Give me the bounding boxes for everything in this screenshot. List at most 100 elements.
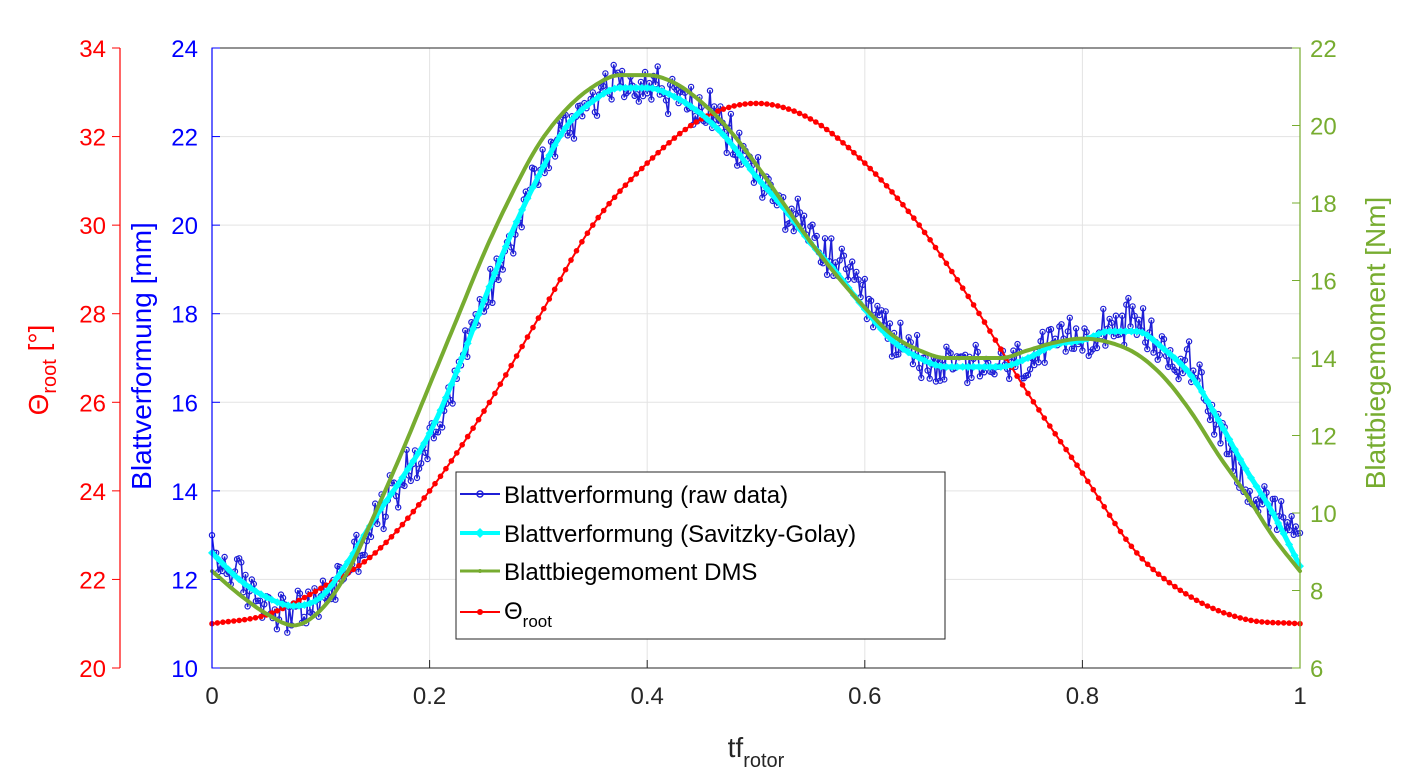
raw-data-point [654, 63, 661, 70]
theta-root-point [785, 106, 792, 112]
dms-point [324, 602, 328, 606]
dms-point [1200, 427, 1204, 431]
raw-data-point [974, 348, 982, 356]
raw-data-point [1026, 366, 1034, 373]
blattbiegemoment-tick-label: 16 [1310, 269, 1337, 296]
savitzky-golay-point [947, 362, 956, 371]
theta-root-point [938, 252, 944, 259]
savitzky-golay-point [572, 110, 581, 119]
dms-point [738, 141, 742, 145]
raw-data-point [608, 96, 615, 103]
dms-point [1265, 526, 1269, 530]
savitzky-golay-point [1236, 455, 1245, 464]
dms-point [1238, 484, 1242, 488]
theta-root-point [818, 122, 825, 129]
theta-root-point [682, 126, 689, 133]
savitzky-golay-point [539, 161, 548, 170]
theta-root-point [1237, 615, 1243, 621]
savitzky-golay-point [1187, 371, 1196, 380]
theta-root-point [872, 171, 879, 177]
savitzky-golay-point [1138, 328, 1147, 337]
raw-data-point [610, 61, 617, 69]
theta-root-point [318, 585, 324, 592]
dms-point [999, 356, 1003, 360]
theta-root-point [1090, 486, 1097, 493]
dms-point [819, 254, 823, 258]
theta-root-point [426, 488, 433, 494]
theta-root-point [1188, 594, 1194, 600]
dms-point [1162, 375, 1166, 379]
raw-data-point [639, 92, 647, 100]
dms-point [1211, 444, 1215, 449]
savitzky-golay-point [610, 84, 619, 93]
dms-point [879, 323, 883, 327]
dms-point [721, 121, 726, 125]
raw-data-point [895, 351, 902, 358]
theta-root-point [677, 130, 683, 137]
theta-root-point [655, 149, 661, 156]
theta-root-point [628, 176, 634, 183]
dms-point [1282, 549, 1286, 553]
raw-data-point [495, 276, 502, 284]
blattverformung-tick-label: 24 [171, 36, 198, 63]
dms-point [765, 177, 769, 182]
dms-point [618, 73, 622, 77]
theta-root-point [236, 617, 242, 624]
savitzky-golay-point [1029, 351, 1038, 360]
raw-data-point [600, 82, 607, 90]
theta-root-point [1177, 587, 1184, 594]
dms-point [373, 511, 377, 515]
theta-root-point [639, 165, 645, 172]
raw-data-point [1031, 361, 1038, 369]
raw-data-point [851, 276, 858, 283]
dms-point [623, 73, 628, 77]
savitzky-golay-point [964, 362, 973, 371]
theta-root-point [573, 248, 580, 254]
blattverformung-tick-label: 14 [171, 479, 198, 506]
savitzky-golay-point [1165, 349, 1174, 358]
raw-data-point [1010, 347, 1017, 354]
raw-data-point [1271, 495, 1279, 502]
raw-data-point [1118, 312, 1126, 319]
raw-data-point [664, 110, 672, 118]
savitzky-golay-point [382, 497, 391, 506]
savitzky-golay-point [463, 339, 472, 348]
theta-root-point [1128, 543, 1135, 550]
raw-data-point [1041, 359, 1048, 366]
theta-root-point [367, 554, 373, 561]
dms-point [433, 370, 437, 374]
raw-data-point [240, 589, 247, 596]
savitzky-golay-point [991, 362, 1000, 371]
raw-data-point [1190, 367, 1197, 374]
raw-data-point [1047, 325, 1055, 333]
theta-root-point [415, 502, 422, 508]
savitzky-golay-point [643, 83, 652, 92]
savitzky-golay-point [599, 89, 608, 98]
theta-root-point [307, 591, 313, 598]
raw-data-point [794, 195, 802, 202]
dms-point [471, 277, 475, 281]
theta-root-point [1030, 399, 1037, 405]
theta-root-point [1117, 528, 1124, 535]
savitzky-golay-point [240, 579, 249, 588]
dms-point [564, 108, 568, 112]
theta-root-point [388, 534, 395, 540]
theta-root-point [394, 528, 400, 534]
theta-root-point [1221, 610, 1227, 616]
dms-point [346, 569, 350, 573]
blattverformung-tick-label: 20 [171, 213, 198, 240]
theta-root-point [856, 155, 863, 161]
dms-point [498, 216, 502, 220]
theta-root-point [927, 237, 933, 243]
theta-root-point [1134, 550, 1140, 556]
theta-root-point [437, 473, 444, 480]
theta-root-point [541, 305, 547, 312]
theta-root-point [845, 144, 852, 151]
raw-data-point [727, 110, 735, 118]
theta-root-point [1019, 382, 1026, 388]
theta-root-point [600, 207, 607, 214]
savitzky-golay-point [1192, 379, 1201, 388]
dms-point [1097, 338, 1101, 342]
dms-point [972, 356, 976, 360]
blattbiegemoment-tick-label: 20 [1310, 114, 1337, 141]
